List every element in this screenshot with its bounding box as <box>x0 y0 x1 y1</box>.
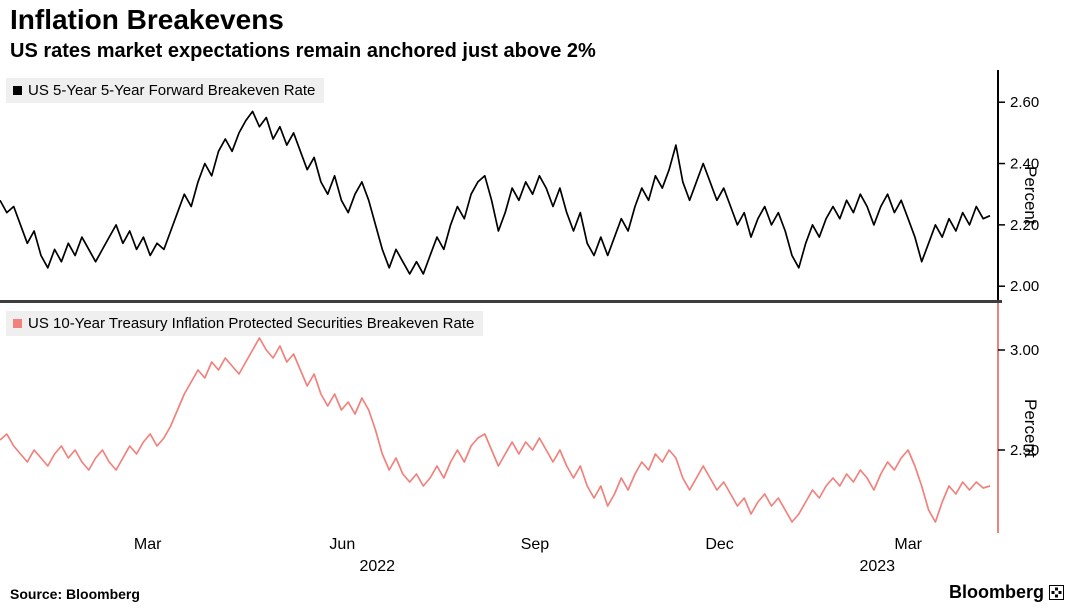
x-year-label: 2022 <box>359 558 396 575</box>
x-tick-label: Sep <box>520 536 550 553</box>
bloomberg-logo-text: Bloomberg <box>948 582 1044 602</box>
panel-5y5y-forward: 2.00 2.20 2.40 2.60 US 5-Year 5-Year Forwar… <box>0 70 1078 300</box>
legend-label-10y-tips: US 10-Year Treasury Inflation Protected … <box>28 315 475 332</box>
y-tick-label: 2.50 <box>1010 442 1039 459</box>
y-tick-label: 2.60 <box>1010 94 1039 111</box>
legend-10y-tips: US 10-Year Treasury Inflation Protected … <box>6 311 484 336</box>
legend-label-5y5y: US 5-Year 5-Year Forward Breakeven Rate <box>28 82 316 99</box>
panel-10y-tips: 2.50 3.00 US 10-Year Treasury Inflation P… <box>0 303 1078 533</box>
panel-separator <box>0 300 1002 303</box>
x-tick-label: Mar <box>133 536 162 553</box>
x-tick-label: Jun <box>329 536 356 553</box>
y-tick-label: 2.20 <box>1010 217 1039 234</box>
legend-swatch-5y5y-icon <box>13 86 22 95</box>
x-tick-label: Mar <box>894 536 922 553</box>
x-year-label: 2023 <box>859 558 896 575</box>
line-chart-10y-tips-svg: 2.50 3.00 <box>0 303 1039 533</box>
y-axis-label-bottom: Percent <box>1021 399 1040 458</box>
legend-5y5y: US 5-Year 5-Year Forward Breakeven Rate <box>6 78 325 103</box>
source-label: Source: Bloomberg <box>10 586 140 602</box>
series-line <box>0 337 991 523</box>
chart-subtitle: US rates market expectations remain anch… <box>10 40 596 62</box>
chart-title: Inflation Breakevens <box>10 4 284 35</box>
y-tick-label: 3.00 <box>1010 342 1039 359</box>
line-chart-5y5y-svg: 2.00 2.20 2.40 2.60 <box>0 70 1039 300</box>
series-line <box>0 110 991 275</box>
legend-swatch-10y-tips-icon <box>13 319 22 328</box>
bloomberg-logo-icon <box>1049 585 1064 600</box>
x-tick-label: Dec <box>705 536 734 553</box>
bloomberg-logo: Bloomberg <box>949 582 1064 603</box>
y-tick-label: 2.00 <box>1010 278 1039 295</box>
y-tick-label: 2.40 <box>1010 156 1039 173</box>
y-axis-label-top: Percent <box>1021 166 1040 225</box>
footer: Source: Bloomberg Bloomberg <box>0 582 1078 608</box>
x-axis: Mar Jun Sep Dec Mar 2022 2023 <box>0 536 1002 580</box>
